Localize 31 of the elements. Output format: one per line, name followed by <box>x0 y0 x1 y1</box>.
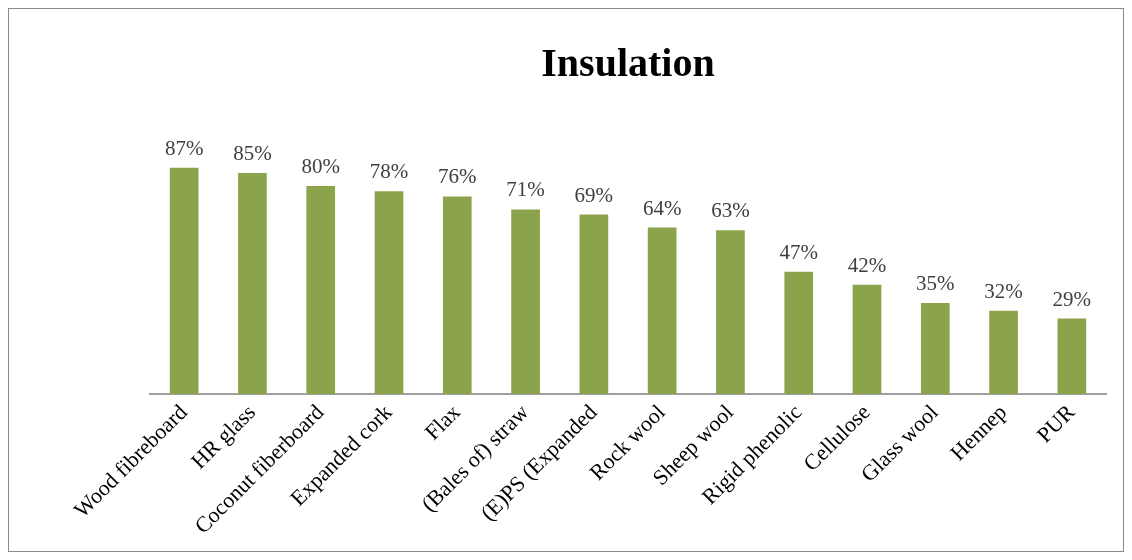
bar <box>920 302 950 394</box>
bar <box>1057 318 1087 394</box>
data-label: 64% <box>642 195 682 220</box>
bar <box>579 214 609 394</box>
data-label: 80% <box>301 154 340 179</box>
bar <box>374 191 404 394</box>
data-label: 32% <box>984 278 1023 303</box>
data-label: 71% <box>506 177 545 202</box>
bar <box>169 167 199 394</box>
bar <box>852 284 882 394</box>
data-label: 47% <box>779 239 818 264</box>
bar <box>306 185 336 394</box>
x-tick-label: PUR <box>1031 398 1080 448</box>
data-label: 76% <box>438 164 477 189</box>
data-label: 78% <box>369 159 409 184</box>
data-label: 87% <box>164 135 204 160</box>
data-label: 42% <box>847 252 887 277</box>
bar <box>716 230 745 394</box>
data-label: 29% <box>1052 286 1092 311</box>
x-tick-label: Flax <box>419 399 465 445</box>
data-label: 85% <box>233 141 272 166</box>
bar <box>442 196 472 394</box>
bar <box>989 310 1018 394</box>
bar <box>784 271 814 394</box>
bar <box>647 227 677 394</box>
data-label: 69% <box>574 182 614 207</box>
data-label: 35% <box>916 270 955 295</box>
chart-title: Insulation <box>541 40 715 86</box>
bar <box>511 209 540 394</box>
data-label: 63% <box>711 198 750 223</box>
bar <box>238 173 267 394</box>
